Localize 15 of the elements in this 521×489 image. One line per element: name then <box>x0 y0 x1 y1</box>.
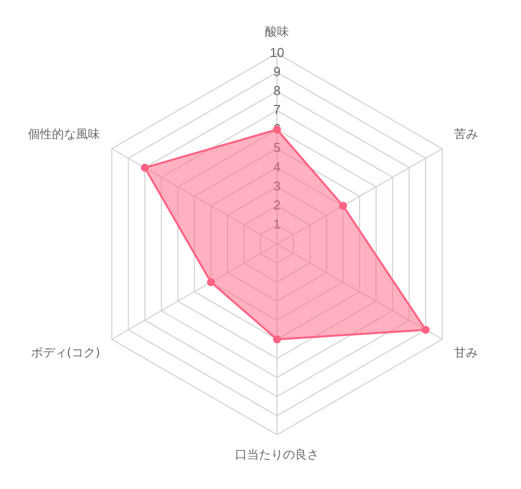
y-tick-label: 8 <box>273 83 281 98</box>
spoke-label: 苦み <box>454 126 478 141</box>
y-tick-label: 1 <box>273 216 281 232</box>
spoke-label: 個性的な風味 <box>28 126 100 141</box>
spoke-label: ボディ(コク) <box>30 345 100 360</box>
y-tick-label: 2 <box>273 197 281 212</box>
y-tick-label: 7 <box>273 102 281 118</box>
y-tick-label: 4 <box>273 159 281 174</box>
y-tick-label: 10 <box>270 44 284 60</box>
y-tick-label: 5 <box>273 140 281 156</box>
y-tick-label: 9 <box>273 64 281 79</box>
spoke-label: 甘み <box>454 345 478 360</box>
y-tick-label: 3 <box>273 178 281 194</box>
spoke-label: 酸味 <box>265 24 289 39</box>
spoke-label: 口当たりの良さ <box>235 448 319 462</box>
